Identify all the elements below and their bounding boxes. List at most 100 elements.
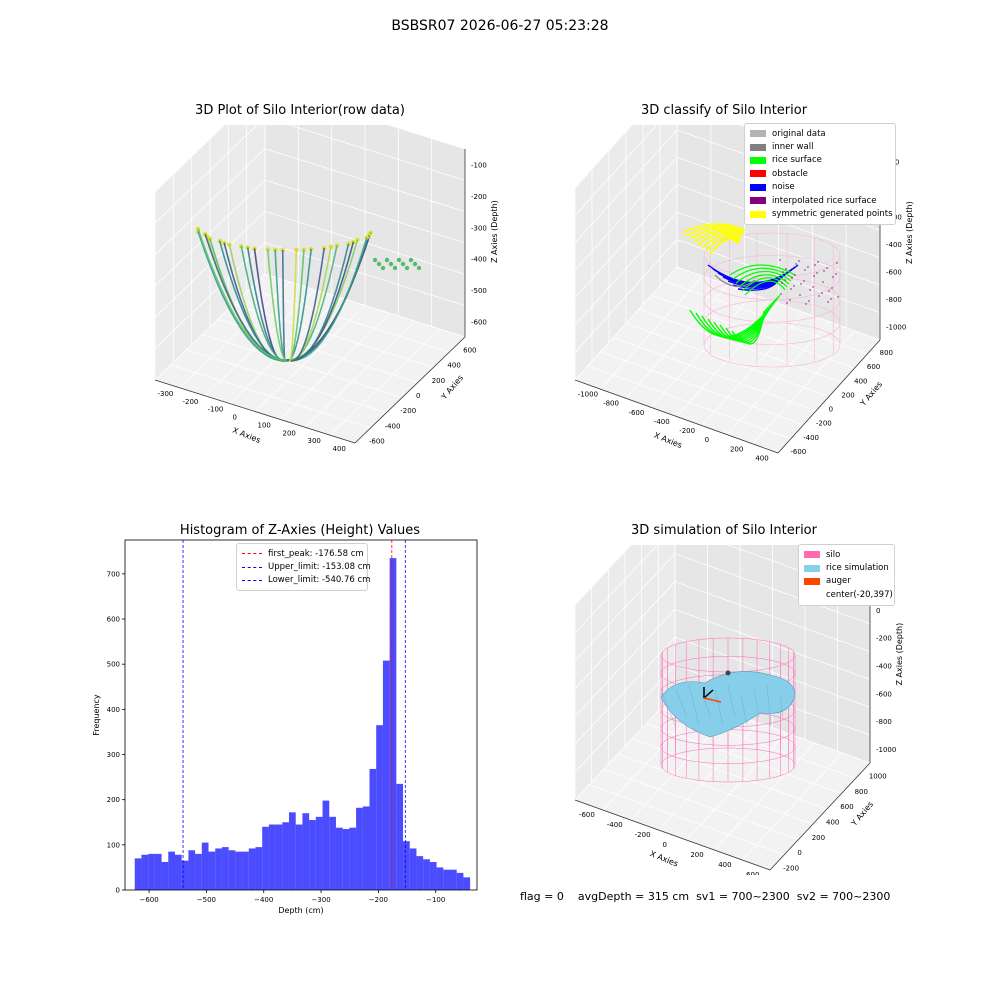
panel2-title: 3D classify of Silo Interior — [640, 103, 808, 118]
grid-line — [186, 349, 387, 414]
legend-swatch — [750, 183, 766, 191]
z-axis-label: Z Axies (Depth) — [895, 623, 904, 686]
data-point — [404, 265, 410, 271]
legend-line-swatch — [242, 553, 262, 555]
y-tick-label: 1000 — [869, 773, 887, 781]
z-tick-label: -600 — [876, 690, 892, 698]
x-tick-label: -600 — [628, 409, 644, 417]
y-axis-line — [354, 336, 466, 444]
legend-label: center(-20,397) — [826, 589, 893, 600]
histogram-bar — [215, 848, 222, 890]
y-tick-label: -600 — [369, 437, 385, 445]
grid-line — [713, 742, 815, 851]
data-point — [346, 241, 351, 246]
z-tick-label: -500 — [471, 287, 487, 295]
legend-swatch — [804, 551, 820, 559]
y-tick-label: 800 — [880, 349, 893, 357]
interpolated-point — [812, 286, 814, 288]
x-tick-label: -200 — [679, 427, 695, 435]
rice-mesh-line — [675, 689, 688, 718]
legend-label: obstacle — [772, 168, 808, 179]
symmetric-point-line — [693, 229, 743, 243]
grid-line — [202, 334, 403, 398]
interpolated-point — [795, 263, 797, 265]
simulation-3d-plot: -600-400-2000200400600-20002004006008001… — [574, 545, 904, 875]
histogram-bar — [195, 853, 202, 890]
grid-line — [233, 303, 434, 368]
y-tick-label: 400 — [854, 377, 867, 385]
histogram-bar — [255, 847, 263, 890]
symmetric-point-line — [709, 238, 739, 255]
rice-mesh-line — [662, 694, 676, 726]
y-tick-label: 500 — [107, 661, 120, 669]
histogram-bar — [443, 869, 450, 890]
legend-entry: Lower_limit: -540.76 cm — [242, 574, 370, 587]
interpolated-point — [786, 302, 788, 304]
x-tick-label: −600 — [139, 896, 158, 904]
histogram-bar — [268, 824, 276, 890]
legend-label: symmetric generated points — [772, 209, 893, 220]
rice-surface-line — [732, 267, 794, 280]
interpolated-point — [816, 272, 818, 274]
y-axis-line — [777, 339, 881, 454]
histogram-bar — [335, 827, 343, 890]
x-tick-label: −400 — [254, 896, 273, 904]
symmetric-point-line — [681, 223, 746, 234]
silo-ring — [660, 747, 796, 783]
interpolated-point — [803, 280, 805, 282]
data-point — [272, 247, 278, 252]
interpolated-point — [779, 259, 781, 261]
grid-line — [279, 313, 391, 420]
rice-mesh-line — [727, 684, 736, 718]
interpolated-point — [809, 289, 811, 291]
x-axis-line — [574, 799, 771, 871]
x-tick-label: 400 — [718, 861, 731, 869]
legend-line-swatch — [242, 566, 262, 568]
plot-frame — [124, 539, 478, 891]
legend-entry: obstacle — [750, 167, 890, 180]
histogram-bar — [436, 867, 444, 890]
data-point — [301, 247, 307, 252]
grid-line — [617, 753, 813, 825]
grid-line — [304, 320, 416, 428]
x-tick-label: 300 — [308, 437, 321, 445]
histogram-bar — [309, 820, 316, 890]
interpolated-point — [791, 277, 793, 279]
interpolated-point — [814, 264, 816, 266]
cylinder-ring — [703, 300, 841, 345]
y-tick-label: 200 — [107, 796, 120, 804]
rice-mesh-line — [740, 694, 748, 726]
grid-line — [625, 323, 830, 397]
classify-legend: original data inner wall rice surface obsta… — [744, 123, 896, 225]
legend-entry: center(-20,397) — [804, 588, 893, 601]
y-tick-label: 0 — [797, 849, 801, 857]
x-tick-label: -400 — [607, 821, 623, 829]
y-tick-label: -200 — [783, 864, 799, 872]
data-point — [372, 257, 378, 263]
interpolated-point — [832, 276, 834, 278]
histogram-bar — [181, 860, 189, 890]
grid-line — [741, 752, 843, 861]
histogram-legend: first_peak: -176.58 cm Upper_limit: -153.… — [236, 543, 371, 592]
interpolated-point — [818, 295, 820, 297]
x-tick-label: 600 — [746, 871, 759, 875]
legend-swatch — [804, 577, 820, 585]
legend-label: rice surface — [772, 155, 822, 166]
interpolated-point — [800, 283, 802, 285]
interpolated-point — [780, 293, 782, 295]
histogram-bar — [349, 827, 357, 890]
y-tick-label: 600 — [463, 347, 476, 355]
symmetric-point-line — [701, 234, 741, 249]
symmetric-point-line — [697, 231, 742, 246]
legend-label: rice simulation — [826, 563, 889, 574]
rice-surface-line — [744, 280, 786, 296]
y-tick-label: 0 — [829, 406, 833, 414]
data-point — [396, 257, 402, 263]
auger-marker — [703, 697, 722, 703]
rice-mesh-line — [714, 689, 724, 726]
legend-label: noise — [772, 182, 795, 193]
legend-swatch — [750, 156, 766, 164]
legend-entry: Upper_limit: -153.08 cm — [242, 560, 371, 573]
grid-line — [632, 738, 828, 810]
interpolated-point — [831, 287, 833, 289]
